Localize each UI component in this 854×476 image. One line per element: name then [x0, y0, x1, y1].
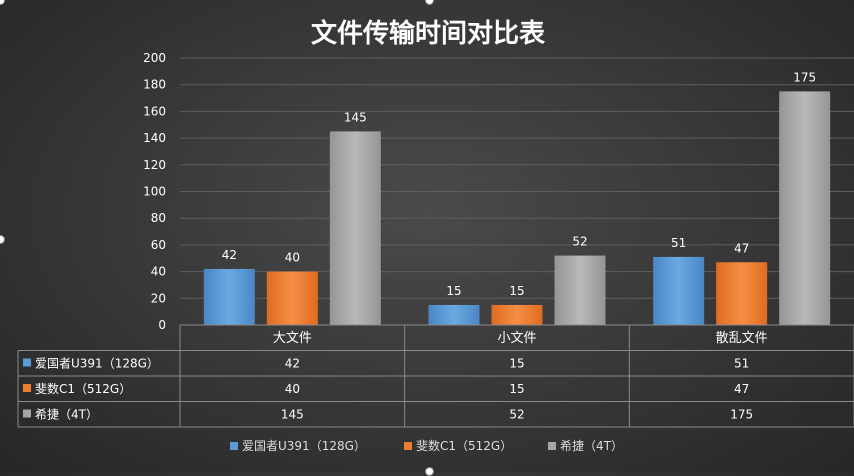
legend-key [23, 409, 31, 418]
bar [491, 304, 543, 325]
table-row-label: 希捷（4T） [35, 407, 98, 422]
data-label: 15 [509, 284, 524, 298]
y-tick-label: 60 [151, 238, 166, 252]
table-cell: 175 [730, 408, 753, 422]
resize-handle-top-left[interactable] [0, 0, 5, 5]
table-cell: 47 [734, 382, 749, 396]
table-cell: 52 [509, 408, 524, 422]
table-header-cell: 大文件 [273, 331, 312, 346]
bar [266, 271, 318, 325]
data-label: 52 [572, 235, 587, 249]
chart-title: 文件传输时间对比表 [311, 18, 546, 49]
data-label: 40 [285, 251, 300, 265]
table-header-cell: 散乱文件 [716, 331, 768, 346]
y-tick-label: 180 [143, 78, 166, 92]
data-label: 47 [734, 241, 749, 255]
table-header-cell: 小文件 [497, 331, 536, 346]
bar [653, 256, 705, 325]
legend-marker [548, 442, 556, 450]
table-cell: 15 [509, 382, 524, 396]
resize-handle-top[interactable] [425, 0, 434, 5]
data-label: 51 [671, 236, 686, 250]
resize-handle-left[interactable] [0, 235, 5, 244]
data-label: 15 [446, 284, 461, 298]
bar [428, 304, 480, 325]
table-cell: 51 [734, 357, 749, 371]
y-tick-label: 100 [143, 185, 166, 199]
table-row-label: 爱国者U391（128G） [35, 357, 159, 371]
y-tick-label: 120 [143, 158, 166, 172]
legend: 爱国者U391（128G） 斐数C1（512G） 希捷（4T） [230, 438, 623, 453]
legend-key [23, 384, 31, 392]
bar [329, 131, 381, 325]
bar [716, 262, 768, 325]
data-labels: 42 15 51 40 15 47 145 52 175 [222, 70, 816, 298]
y-tick-label: 20 [151, 291, 166, 305]
legend-marker [230, 442, 238, 450]
legend-key [23, 358, 31, 367]
legend-label: 希捷（4T） [560, 438, 623, 453]
legend-label: 斐数C1（512G） [416, 438, 512, 453]
bar [554, 255, 606, 325]
table-cell: 15 [509, 357, 524, 371]
data-label: 175 [793, 70, 816, 84]
bar [779, 91, 831, 325]
legend-marker [404, 442, 412, 450]
table-cell: 42 [285, 357, 300, 371]
y-axis: 0 20 40 60 80 100 120 140 160 180 200 [143, 51, 166, 332]
table-cell: 40 [285, 382, 300, 396]
y-tick-label: 200 [143, 51, 166, 65]
y-tick-label: 0 [158, 318, 166, 332]
data-label: 42 [222, 248, 237, 262]
table-cell: 145 [281, 408, 304, 422]
y-tick-label: 40 [151, 265, 166, 279]
y-tick-label: 80 [151, 211, 166, 225]
y-tick-label: 140 [143, 131, 166, 145]
data-label: 145 [344, 110, 367, 124]
y-tick-label: 160 [143, 104, 166, 118]
bar [203, 268, 255, 325]
bars [203, 91, 831, 325]
legend-label: 爱国者U391（128G） [242, 439, 366, 453]
table-row-label: 斐数C1（512G） [35, 381, 131, 396]
